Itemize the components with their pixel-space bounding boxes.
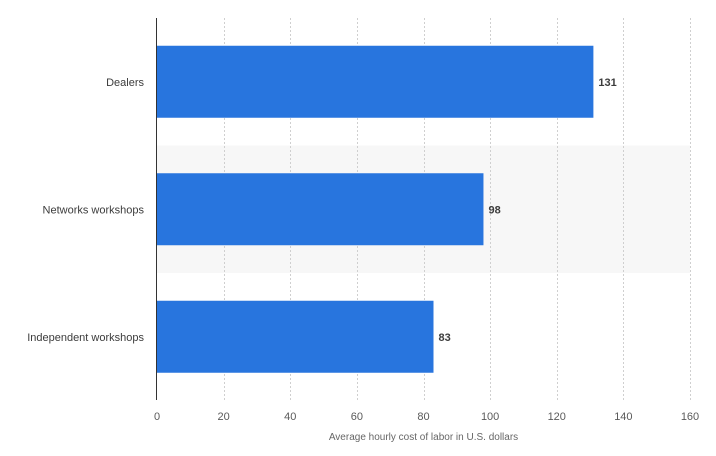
x-tick-label: 60 — [351, 411, 363, 423]
value-label: 98 — [488, 204, 500, 216]
category-label: Independent workshops — [27, 332, 144, 344]
x-tick-label: 20 — [218, 411, 230, 423]
x-tick-label: 140 — [614, 411, 632, 423]
x-tick-label: 160 — [681, 411, 699, 423]
x-tick-label: 120 — [548, 411, 566, 423]
x-tick-label: 80 — [417, 411, 429, 423]
category-labels: Dealers Networks workshops Independent wor… — [27, 77, 144, 344]
x-tick-label: 100 — [481, 411, 499, 423]
category-label: Networks workshops — [43, 204, 145, 216]
value-label: 83 — [438, 332, 450, 344]
bar — [157, 45, 594, 118]
category-label: Dealers — [106, 77, 144, 89]
x-tick-labels: 0 20 40 60 80 100 120 140 160 — [154, 411, 699, 423]
bars — [157, 45, 594, 373]
bar — [157, 173, 484, 246]
value-labels: 131 98 83 — [438, 77, 616, 344]
value-label: 131 — [598, 77, 616, 89]
bar — [157, 300, 434, 373]
x-tick-label: 40 — [284, 411, 296, 423]
x-tick-label: 0 — [154, 411, 160, 423]
x-axis-title: Average hourly cost of labor in U.S. dol… — [329, 432, 518, 443]
